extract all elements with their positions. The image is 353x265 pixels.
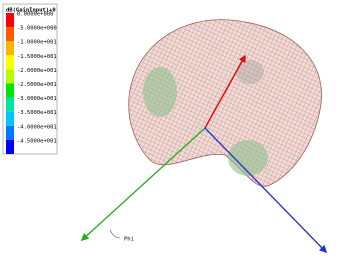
legend-swatch [6,112,14,126]
legend-swatch [6,140,14,154]
legend: dB(GainInput)+0 0.0000e+000-5.0000e+000-… [3,4,57,154]
legend-label: -1.5000e+001 [17,54,57,60]
scene: Phi dB(GainInput)+0 0.0000e+000-5.0000e+… [0,0,353,261]
legend-label: -1.0000e+001 [17,40,57,46]
legend-label: -2.5000e+001 [17,82,57,88]
legend-swatch [6,69,14,83]
legend-swatch [6,98,14,112]
legend-swatch [6,126,14,140]
legend-swatch [6,84,14,98]
legend-swatch [6,55,14,69]
legend-label: -3.5000e+001 [17,110,57,116]
page: {"legend": {"title": "dB(GainInput)+0", … [0,0,353,261]
lobe [143,67,177,117]
legend-label: 0.0000e+000 [17,12,53,18]
legend-label: -2.0000e+001 [17,68,57,74]
legend-swatch [6,41,14,55]
legend-label: -4.0000e+001 [17,124,57,130]
legend-label: -5.0000e+000 [17,26,57,32]
phi-arc [110,230,120,238]
legend-swatch [6,27,14,41]
legend-swatch [6,13,14,27]
legend-label: -4.5000e+001 [17,138,57,144]
legend-label: -3.0000e+001 [17,96,57,102]
phi-label: Phi [124,237,134,243]
